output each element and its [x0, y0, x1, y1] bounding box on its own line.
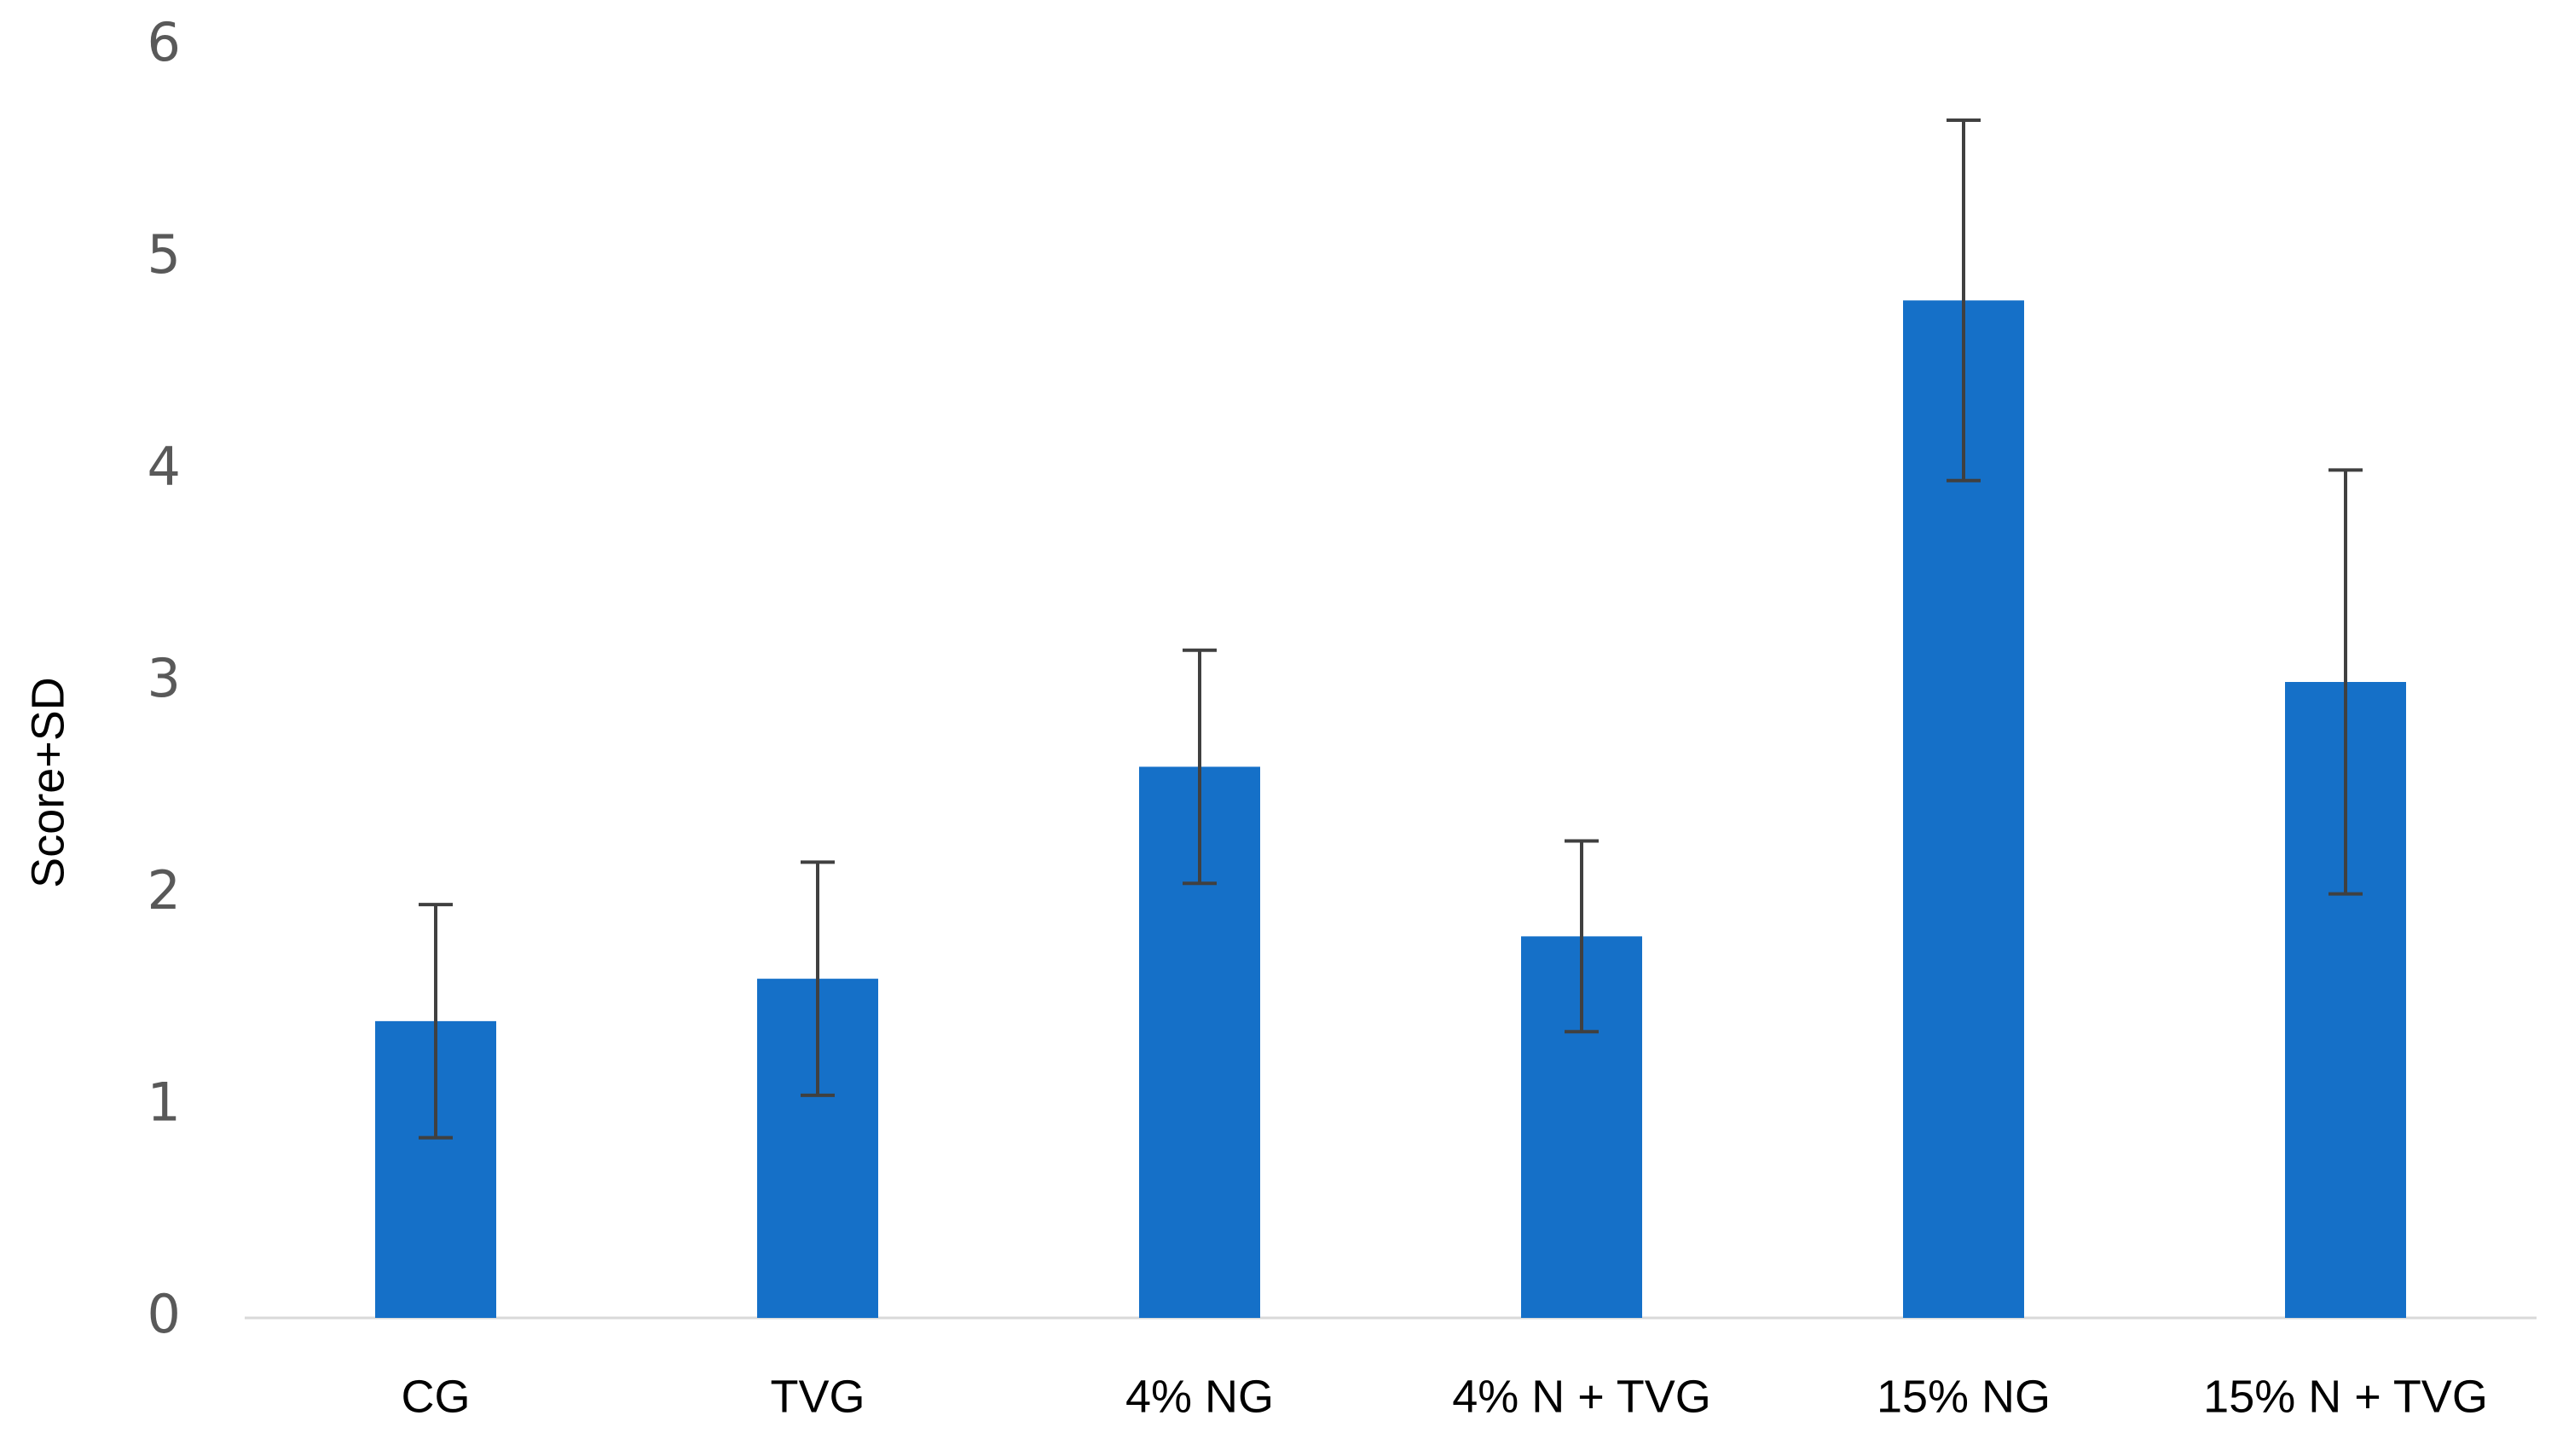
- y-tick-label: 4: [148, 435, 181, 497]
- y-tick-label: 6: [148, 11, 181, 73]
- y-tick-label: 1: [148, 1071, 181, 1133]
- error-bar: [2328, 468, 2363, 896]
- y-axis-label: Score+SD: [22, 677, 73, 888]
- y-tick-label: 5: [148, 223, 181, 286]
- y-tick-label: 0: [148, 1283, 181, 1345]
- error-bar: [419, 903, 453, 1140]
- error-bar: [801, 860, 835, 1097]
- y-tick-label: 3: [148, 647, 181, 709]
- error-bar: [1565, 839, 1599, 1034]
- x-tick-label: 4% NG: [1125, 1371, 1274, 1422]
- error-bar: [1183, 648, 1217, 886]
- x-tick-label: TVG: [770, 1371, 865, 1422]
- y-tick-label: 2: [148, 859, 181, 922]
- x-tick-label: 4% N + TVG: [1452, 1371, 1711, 1422]
- x-tick-label: CG: [402, 1371, 471, 1422]
- x-tick-label: 15% N + TVG: [2203, 1371, 2488, 1422]
- error-bar: [1947, 118, 1981, 482]
- x-tick-label: 15% NG: [1877, 1371, 2051, 1422]
